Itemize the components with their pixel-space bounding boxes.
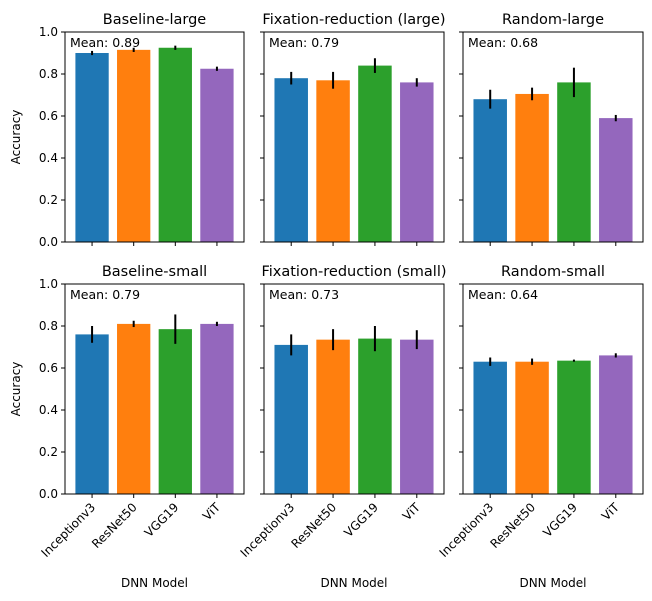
x-tick-label: ViT [200, 500, 224, 524]
bar-inceptionv3 [75, 53, 109, 242]
bar-inceptionv3 [75, 334, 109, 494]
axes-frame [263, 283, 445, 495]
x-axis-label: DNN Model [320, 576, 387, 590]
x-tick-label: ViT [599, 500, 623, 524]
axes-frame [263, 31, 445, 243]
y-tick-label: 1.0 [39, 277, 58, 291]
bar-vgg19 [158, 47, 192, 242]
panel-title: Fixation-reduction (small) [261, 264, 446, 280]
bar-vit [599, 355, 633, 494]
panel-title: Fixation-reduction (large) [262, 12, 445, 28]
x-tick-label: Inceptionv3 [437, 500, 497, 560]
bar-vit [200, 68, 234, 242]
axes-frame [462, 31, 644, 243]
x-tick-label: ResNet50 [89, 500, 140, 551]
x-tick-label: ViT [400, 500, 424, 524]
y-tick-label: 0.8 [39, 67, 58, 81]
panel-title: Baseline-small [102, 264, 207, 280]
mean-label: Mean: 0.89 [70, 35, 140, 50]
bar-resnet50 [515, 93, 549, 242]
x-axis-label: DNN Model [519, 576, 586, 590]
y-tick-label: 0.4 [39, 151, 58, 165]
bar-vgg19 [557, 360, 591, 494]
bar-vit [400, 339, 434, 494]
x-axis-label: DNN Model [121, 576, 188, 590]
bar-vit [400, 82, 434, 243]
y-tick-label: 0.0 [39, 235, 58, 249]
bar-resnet50 [316, 80, 350, 242]
mean-label: Mean: 0.64 [468, 287, 538, 302]
panel-title: Baseline-large [103, 12, 207, 28]
bar-resnet50 [515, 361, 549, 494]
y-tick-label: 1.0 [39, 25, 58, 39]
axes-frame [64, 283, 245, 495]
bar-vit [200, 323, 234, 494]
y-tick-label: 0.0 [39, 487, 58, 501]
axes-frame [64, 31, 245, 243]
bar-resnet50 [117, 323, 151, 494]
y-tick-label: 0.2 [39, 445, 58, 459]
mean-label: Mean: 0.79 [269, 35, 339, 50]
x-tick-label: VGG19 [540, 500, 580, 540]
x-tick-label: VGG19 [142, 500, 182, 540]
x-tick-label: VGG19 [341, 500, 381, 540]
x-tick-label: ResNet50 [288, 500, 339, 551]
x-tick-label: ResNet50 [487, 500, 538, 551]
bar-vgg19 [358, 338, 392, 494]
bar-resnet50 [316, 339, 350, 494]
bar-inceptionv3 [473, 99, 507, 242]
bar-inceptionv3 [274, 78, 308, 242]
y-tick-label: 0.8 [39, 319, 58, 333]
bar-vgg19 [158, 329, 192, 494]
x-tick-label: Inceptionv3 [238, 500, 298, 560]
panel-title: Random-large [502, 12, 604, 28]
x-tick-label: Inceptionv3 [38, 500, 98, 560]
mean-label: Mean: 0.73 [269, 287, 339, 302]
bar-vgg19 [557, 82, 591, 243]
axes-frame [462, 283, 644, 495]
bar-vit [599, 118, 633, 242]
bar-vgg19 [358, 65, 392, 242]
panel-title: Random-small [501, 264, 605, 280]
y-axis-label: Accuracy [9, 110, 23, 165]
mean-label: Mean: 0.79 [70, 287, 140, 302]
y-tick-label: 0.4 [39, 403, 58, 417]
y-tick-label: 0.6 [39, 109, 58, 123]
y-tick-label: 0.6 [39, 361, 58, 375]
bar-inceptionv3 [274, 344, 308, 494]
mean-label: Mean: 0.68 [468, 35, 538, 50]
bar-resnet50 [117, 49, 151, 242]
y-axis-label: Accuracy [9, 362, 23, 417]
bar-inceptionv3 [473, 361, 507, 494]
y-tick-label: 0.2 [39, 193, 58, 207]
